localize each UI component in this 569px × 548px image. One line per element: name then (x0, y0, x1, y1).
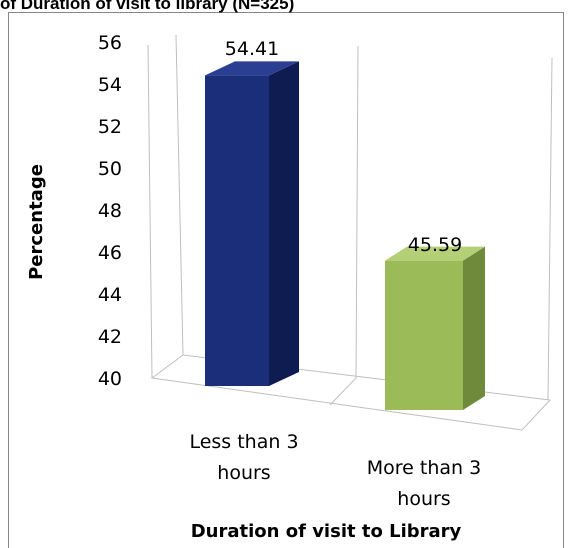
back-wall-right-edge (547, 57, 553, 401)
y-tick-label: 54 (98, 74, 122, 96)
bar-0-front (205, 75, 269, 386)
back-wall-left-edge (175, 34, 184, 356)
bar-1-front (385, 260, 463, 410)
category-label-1: hours (397, 488, 450, 510)
bar-0-side (269, 61, 299, 386)
category-label-1: More than 3 (367, 457, 481, 479)
data-label-1: 45.59 (408, 234, 462, 256)
y-tick-label: 52 (98, 116, 122, 138)
floor-divider (329, 377, 357, 406)
y-tick-label: 44 (98, 284, 122, 306)
y-tick-label: 46 (98, 242, 122, 264)
bar-1-top (385, 246, 485, 261)
y-tick-label: 42 (98, 326, 122, 348)
side-wall-edge (147, 44, 153, 379)
y-tick-label: 40 (98, 368, 122, 390)
y-axis-title: Percentage (26, 164, 47, 280)
y-tick-label: 56 (98, 32, 122, 54)
y-tick-label: 48 (98, 200, 122, 222)
chart-title: of Duration of visit to library (N=325) (0, 0, 295, 13)
bar-0-top (205, 61, 299, 76)
bar-1-side (463, 246, 485, 410)
y-tick-label: 50 (98, 158, 122, 180)
back-wall-divider (355, 45, 359, 379)
category-label-0: hours (217, 462, 270, 484)
x-axis-title: Duration of visit to Library (191, 521, 462, 542)
data-label-0: 54.41 (225, 38, 279, 60)
chart-frame (8, 12, 564, 548)
chart-floor (150, 354, 552, 431)
category-label-0: Less than 3 (189, 431, 298, 453)
